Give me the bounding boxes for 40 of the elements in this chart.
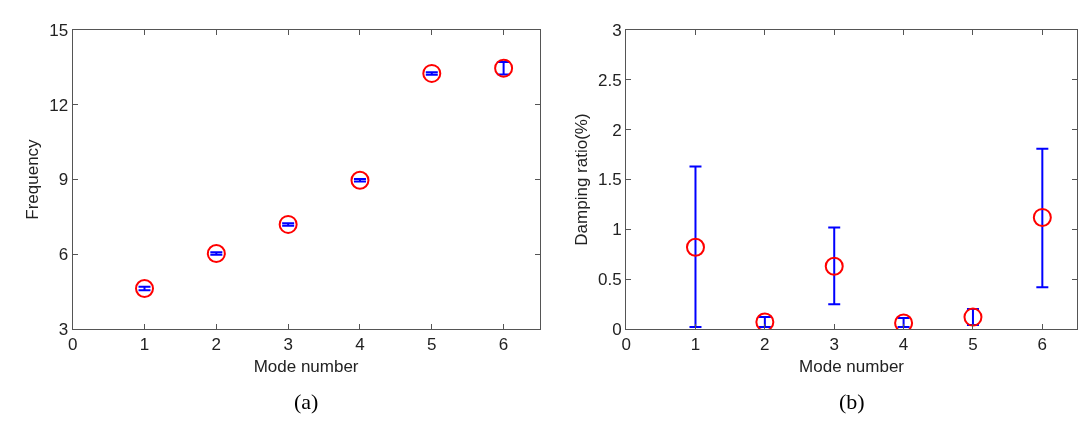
x-tick-label: 2 <box>760 335 770 355</box>
x-tick-label: 5 <box>427 335 437 355</box>
x-tick-label: 3 <box>829 335 839 355</box>
x-tick-label: 4 <box>898 335 909 355</box>
x-tick-label: 3 <box>283 335 293 355</box>
point <box>685 237 705 257</box>
y-tick-label: 1 <box>612 220 622 240</box>
point <box>350 170 370 190</box>
point <box>755 312 775 330</box>
y-axis-title: Damping ratio(%) <box>571 113 591 246</box>
x-tick-label: 1 <box>690 335 701 355</box>
x-tick-label: 4 <box>355 335 365 355</box>
point <box>422 63 442 83</box>
y-tick-label: 1.5 <box>598 170 622 190</box>
x-axis-title: Mode number <box>799 356 905 376</box>
y-tick-label: 3 <box>612 20 622 40</box>
text: (b) <box>839 389 865 414</box>
y-tick-label: 15 <box>49 20 69 40</box>
point <box>824 256 844 276</box>
point <box>206 244 226 264</box>
y-tick-label: 3 <box>58 320 69 340</box>
y-tick-label: 6 <box>58 245 69 265</box>
x-axis-title: Mode number <box>253 356 359 376</box>
x-tick-label: 6 <box>498 335 509 355</box>
y-tick-label: 0.5 <box>598 270 622 290</box>
point <box>894 313 914 330</box>
x-tick-label: 5 <box>968 335 978 355</box>
x-tick-label: 6 <box>1037 335 1048 355</box>
text: (a) <box>294 389 319 414</box>
y-tick-label: 2 <box>612 120 622 140</box>
point <box>278 214 298 234</box>
point <box>1032 207 1052 227</box>
y-tick-label: 0 <box>612 320 622 340</box>
x-tick-label: 1 <box>139 335 150 355</box>
y-tick-label: 2.5 <box>598 70 622 90</box>
point <box>135 278 155 298</box>
y-tick-label: 9 <box>58 170 69 190</box>
x-tick-label: 2 <box>211 335 222 355</box>
y-tick-label: 12 <box>49 95 69 115</box>
y-axis-title: Frequency <box>22 138 42 220</box>
